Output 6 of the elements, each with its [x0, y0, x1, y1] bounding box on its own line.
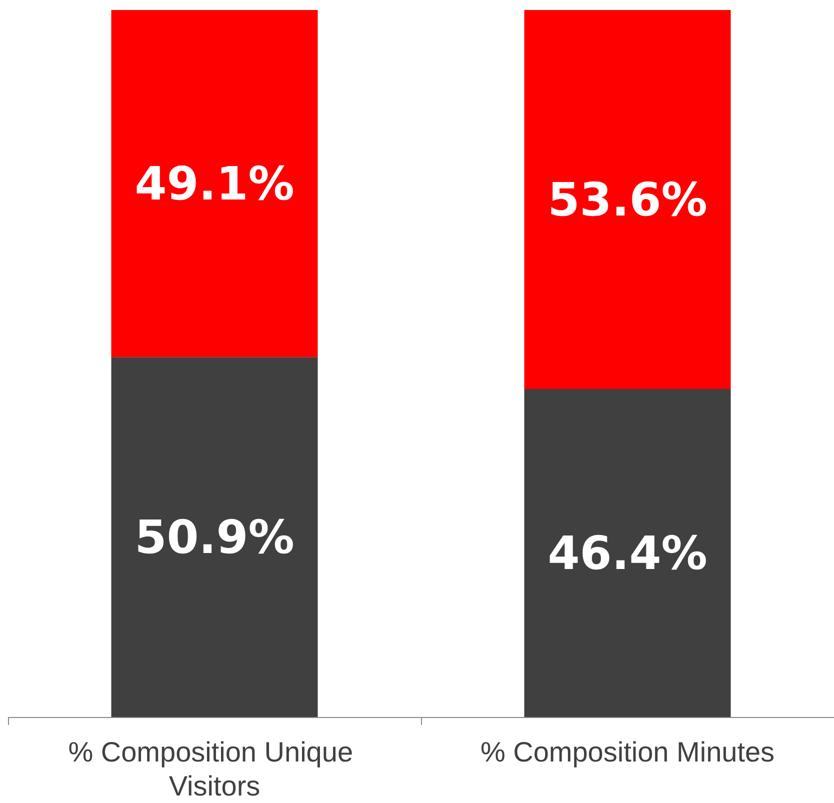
x-tick-label: % Composition Minutes: [480, 736, 775, 768]
x-tick-label: % Composition Unique Visitors: [68, 736, 361, 802]
data-label: 53.6%: [548, 172, 708, 226]
data-label: 46.4%: [548, 526, 708, 580]
data-label: 49.1%: [134, 156, 294, 211]
data-label: 50.9%: [134, 510, 294, 564]
